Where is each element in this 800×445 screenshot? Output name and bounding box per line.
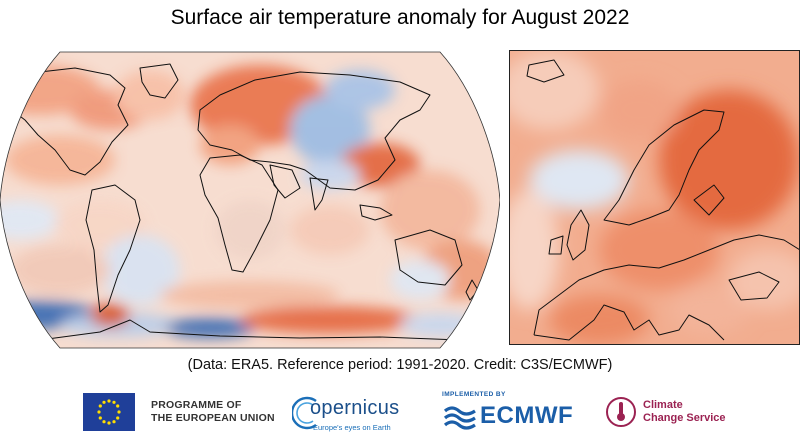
page-title: Surface air temperature anomaly for Augu… bbox=[170, 6, 630, 29]
world-anomaly-map bbox=[0, 51, 500, 349]
eu-flag-icon bbox=[83, 393, 135, 431]
ecmwf-wave-icon bbox=[443, 406, 476, 430]
c3s-logo: Climate Change Service bbox=[605, 390, 745, 436]
copernicus-logo: opernicus Europe's eyes on Earth bbox=[292, 391, 400, 435]
data-credit: (Data: ERA5. Reference period: 1991-2020… bbox=[187, 357, 613, 373]
europe-anomaly-map bbox=[509, 50, 800, 345]
ecmwf-logo: IMPLEMENTED BY ECMWF bbox=[440, 391, 580, 435]
c3s-label: Climate Change Service bbox=[643, 399, 726, 424]
footer-logos: PROGRAMME OF THE EUROPEAN UNION opernicu… bbox=[0, 388, 800, 438]
copernicus-c-icon bbox=[292, 396, 317, 430]
eu-programme-label: PROGRAMME OF THE EUROPEAN UNION bbox=[151, 399, 275, 424]
thermometer-icon bbox=[606, 397, 636, 427]
